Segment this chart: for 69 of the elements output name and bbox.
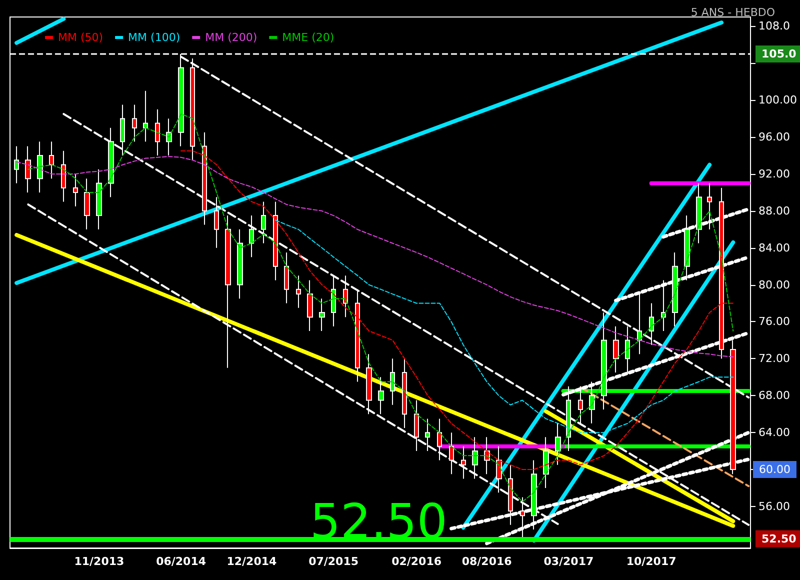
candlestick xyxy=(390,358,395,406)
y-tick-label: 84.00 xyxy=(758,241,790,254)
x-tick-label: 08/2016 xyxy=(462,555,512,568)
y-tick-label: 108.0 xyxy=(758,20,790,33)
candlestick xyxy=(155,108,160,156)
candlestick xyxy=(25,146,31,193)
candlestick xyxy=(96,168,102,230)
legend-label: MM (200) xyxy=(205,31,258,44)
candlestick xyxy=(166,118,172,156)
ref-line-label: 52.50 xyxy=(762,532,797,546)
x-tick-label: 03/2017 xyxy=(544,555,594,568)
candlestick xyxy=(273,201,278,281)
line-series xyxy=(16,156,734,358)
candlestick xyxy=(437,418,442,461)
y-tick-label: 68.00 xyxy=(758,389,790,402)
chart-subtitle: 5 ANS - HEBDO xyxy=(690,6,776,19)
candlestick xyxy=(307,280,313,332)
candlestick xyxy=(449,432,454,475)
candlestick xyxy=(49,141,54,180)
y-tick-label: 88.00 xyxy=(758,204,790,218)
x-tick-label: 02/2016 xyxy=(392,555,442,568)
x-tick-label: 12/2014 xyxy=(226,555,277,568)
y-tick-label: 100.00 xyxy=(758,94,798,107)
candlestick xyxy=(472,436,478,480)
candlestick xyxy=(296,275,301,308)
candlestick xyxy=(613,326,619,374)
candlestick xyxy=(319,298,325,332)
candlestick xyxy=(402,358,407,428)
candlestick xyxy=(237,228,243,300)
candlestick xyxy=(649,302,654,346)
x-tick-label: 11/2013 xyxy=(74,555,124,568)
x-tick-label: 06/2014 xyxy=(156,555,206,568)
y-tick-label: 64.00 xyxy=(758,426,790,440)
candlestick xyxy=(284,252,289,304)
candlestick xyxy=(414,400,419,452)
candlestick xyxy=(249,215,254,258)
candlestick xyxy=(461,446,466,480)
ref-line-label: 105.0 xyxy=(762,47,797,60)
legend-label: MM (50) xyxy=(58,31,104,44)
candlestick xyxy=(108,127,114,198)
candlestick xyxy=(355,288,360,382)
candlestick xyxy=(132,104,137,142)
candlestick xyxy=(61,150,66,202)
x-tick-label: 07/2015 xyxy=(308,555,359,568)
candlestick xyxy=(555,422,561,466)
candlestick xyxy=(225,215,231,368)
candlestick xyxy=(425,418,430,452)
y-tick-label: 92.00 xyxy=(758,167,790,180)
legend-label: MME (20) xyxy=(282,31,334,44)
candlestick xyxy=(214,196,219,248)
candlestick xyxy=(543,436,549,488)
candlestick xyxy=(378,376,384,415)
candlestick xyxy=(343,275,348,318)
candlestick xyxy=(366,354,372,415)
y-tick-label: 80.00 xyxy=(758,278,790,292)
candlestick xyxy=(261,201,266,244)
candlestick xyxy=(331,275,336,327)
candlestick xyxy=(37,141,43,193)
candlestick xyxy=(84,178,90,230)
candlestick xyxy=(143,90,148,142)
legend-label: MM (100) xyxy=(128,31,180,44)
annotation: 60.00 xyxy=(759,463,790,476)
y-tick-label: 72.00 xyxy=(758,352,790,366)
y-tick-label: 76.00 xyxy=(758,315,790,328)
candlestick xyxy=(14,146,19,184)
y-tick-label: 56.00 xyxy=(758,500,790,513)
candlestick xyxy=(73,173,78,207)
x-tick-label: 10/2017 xyxy=(626,555,676,568)
y-tick-label: 96.00 xyxy=(758,130,790,144)
